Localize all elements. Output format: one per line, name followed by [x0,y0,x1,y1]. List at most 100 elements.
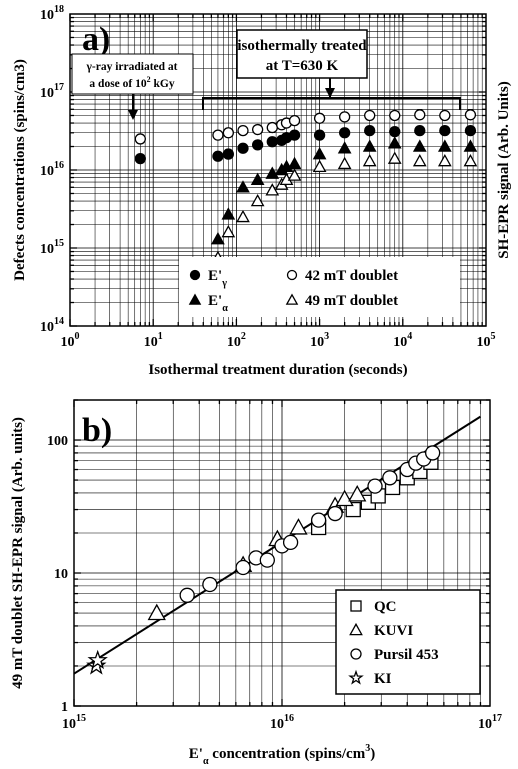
data-point [221,207,236,220]
data-point [412,139,427,152]
data-point [313,112,326,124]
data-point [222,127,234,139]
data-point [464,124,477,137]
data-point [237,142,249,154]
legend-b-entry-2: Pursil 453 [374,647,439,663]
data-point [362,139,377,152]
panel-a-right-axis-title: SH-EPR signal (Arb. Units) [496,81,512,259]
legend-b-entry-0: QC [374,599,397,615]
panel-a-x-tick-labels: 100 101 102 103 104 105 [61,331,496,350]
panel-a-legend-markers [188,269,299,305]
data-point [266,121,278,134]
gamma-annotation-box [71,53,194,95]
data-point [463,139,478,152]
gamma-arrow-head [128,110,138,120]
isothermal-bracket-arrow [325,88,335,98]
panel-b-y-axis-title: 49 mT doublet SH-EPR signal (Arb. units) [10,417,26,689]
panel-b-marks [86,445,441,675]
x-tick-label: 103 [310,331,329,350]
data-point [259,552,275,568]
data-point [337,156,352,170]
data-point [265,166,280,179]
data-point [327,505,343,522]
data-point [221,224,236,238]
data-point [288,114,301,127]
data-point [266,136,278,148]
data-point [202,576,218,593]
panel-b-ticks [73,399,490,707]
legend-marker [350,648,362,660]
data-point [412,154,427,167]
legend-marker [188,293,202,305]
x-tick-label: 1017 [478,713,502,732]
legend-a-entry-2: E'α [208,293,228,314]
x-tick-label: 101 [144,331,163,350]
data-point [212,129,224,141]
legend-b-entry-1: KUVI [374,623,413,639]
x-tick-label: 105 [477,331,496,350]
panel-a: 100 101 102 103 104 105 10141015101610171018 … [12,4,512,378]
data-point [250,193,265,207]
data-point [348,485,367,502]
data-point [312,146,327,160]
y-tick-label: 1017 [40,82,64,101]
data-point [414,124,426,137]
data-point [289,518,308,535]
panel-a-label: a) [82,21,110,58]
isothermal-bracket [202,97,461,110]
data-point [134,152,146,165]
data-point [464,109,477,121]
y-tick-label: 1015 [40,238,64,257]
data-point [338,111,351,123]
legend-a-entry-1: 42 mT doublet [305,268,398,284]
data-point [382,470,398,486]
data-point [236,180,250,193]
panel-b-legend: QC KUVI Pursil 453 KI [335,589,481,695]
gamma-annotation-line1: γ-ray irradiated at [86,61,178,73]
data-point [389,126,401,138]
data-point [335,489,354,507]
data-point [134,133,146,145]
y-tick-label: 1014 [40,316,64,335]
panel-a-y-axis-title: Defects concentrations (spins/cm3) [12,59,28,281]
data-point [179,587,195,603]
panel-a-marks [134,109,478,263]
panel-a-legend: E'γ 42 mT doublet E'α 49 mT doublet [179,257,460,317]
data-point [362,154,377,167]
x-tick-label: 1016 [270,713,294,732]
legend-marker [285,293,299,305]
gamma-annotation-line2: a dose of 102 kGy [89,75,174,90]
data-point [288,129,301,141]
data-point [147,603,166,621]
panel-b-x-axis-title: E'α concentration (spins/cm3) [189,743,375,767]
legend-a-entry-0: E'γ [208,268,227,289]
data-point [251,123,264,136]
y-tick-label: 1018 [40,4,64,23]
data-point [424,445,441,461]
data-point [389,109,401,122]
x-tick-label: 104 [393,331,412,350]
isothermal-annotation-box [236,29,368,79]
legend-b-entry-3: KI [374,671,392,687]
data-point [387,136,402,149]
legend-marker [286,269,298,281]
data-point [312,159,327,173]
data-point [364,109,376,122]
panel-a-ticks [69,14,486,327]
data-point [313,129,326,141]
data-point [387,151,402,164]
data-point [437,154,452,167]
legend-a-entry-3: 49 mT doublet [305,293,398,309]
panel-a-legend-background [179,257,460,317]
data-point [222,148,234,160]
data-point [251,139,264,151]
data-point [236,209,250,223]
data-point [437,139,452,152]
x-tick-label: 102 [227,331,246,350]
data-point [250,172,265,185]
data-point [337,141,352,154]
panel-a-x-axis-title: Isothermal treatment duration (seconds) [148,362,407,378]
legend-marker [189,269,201,281]
data-point [338,127,351,139]
data-point [439,124,451,137]
